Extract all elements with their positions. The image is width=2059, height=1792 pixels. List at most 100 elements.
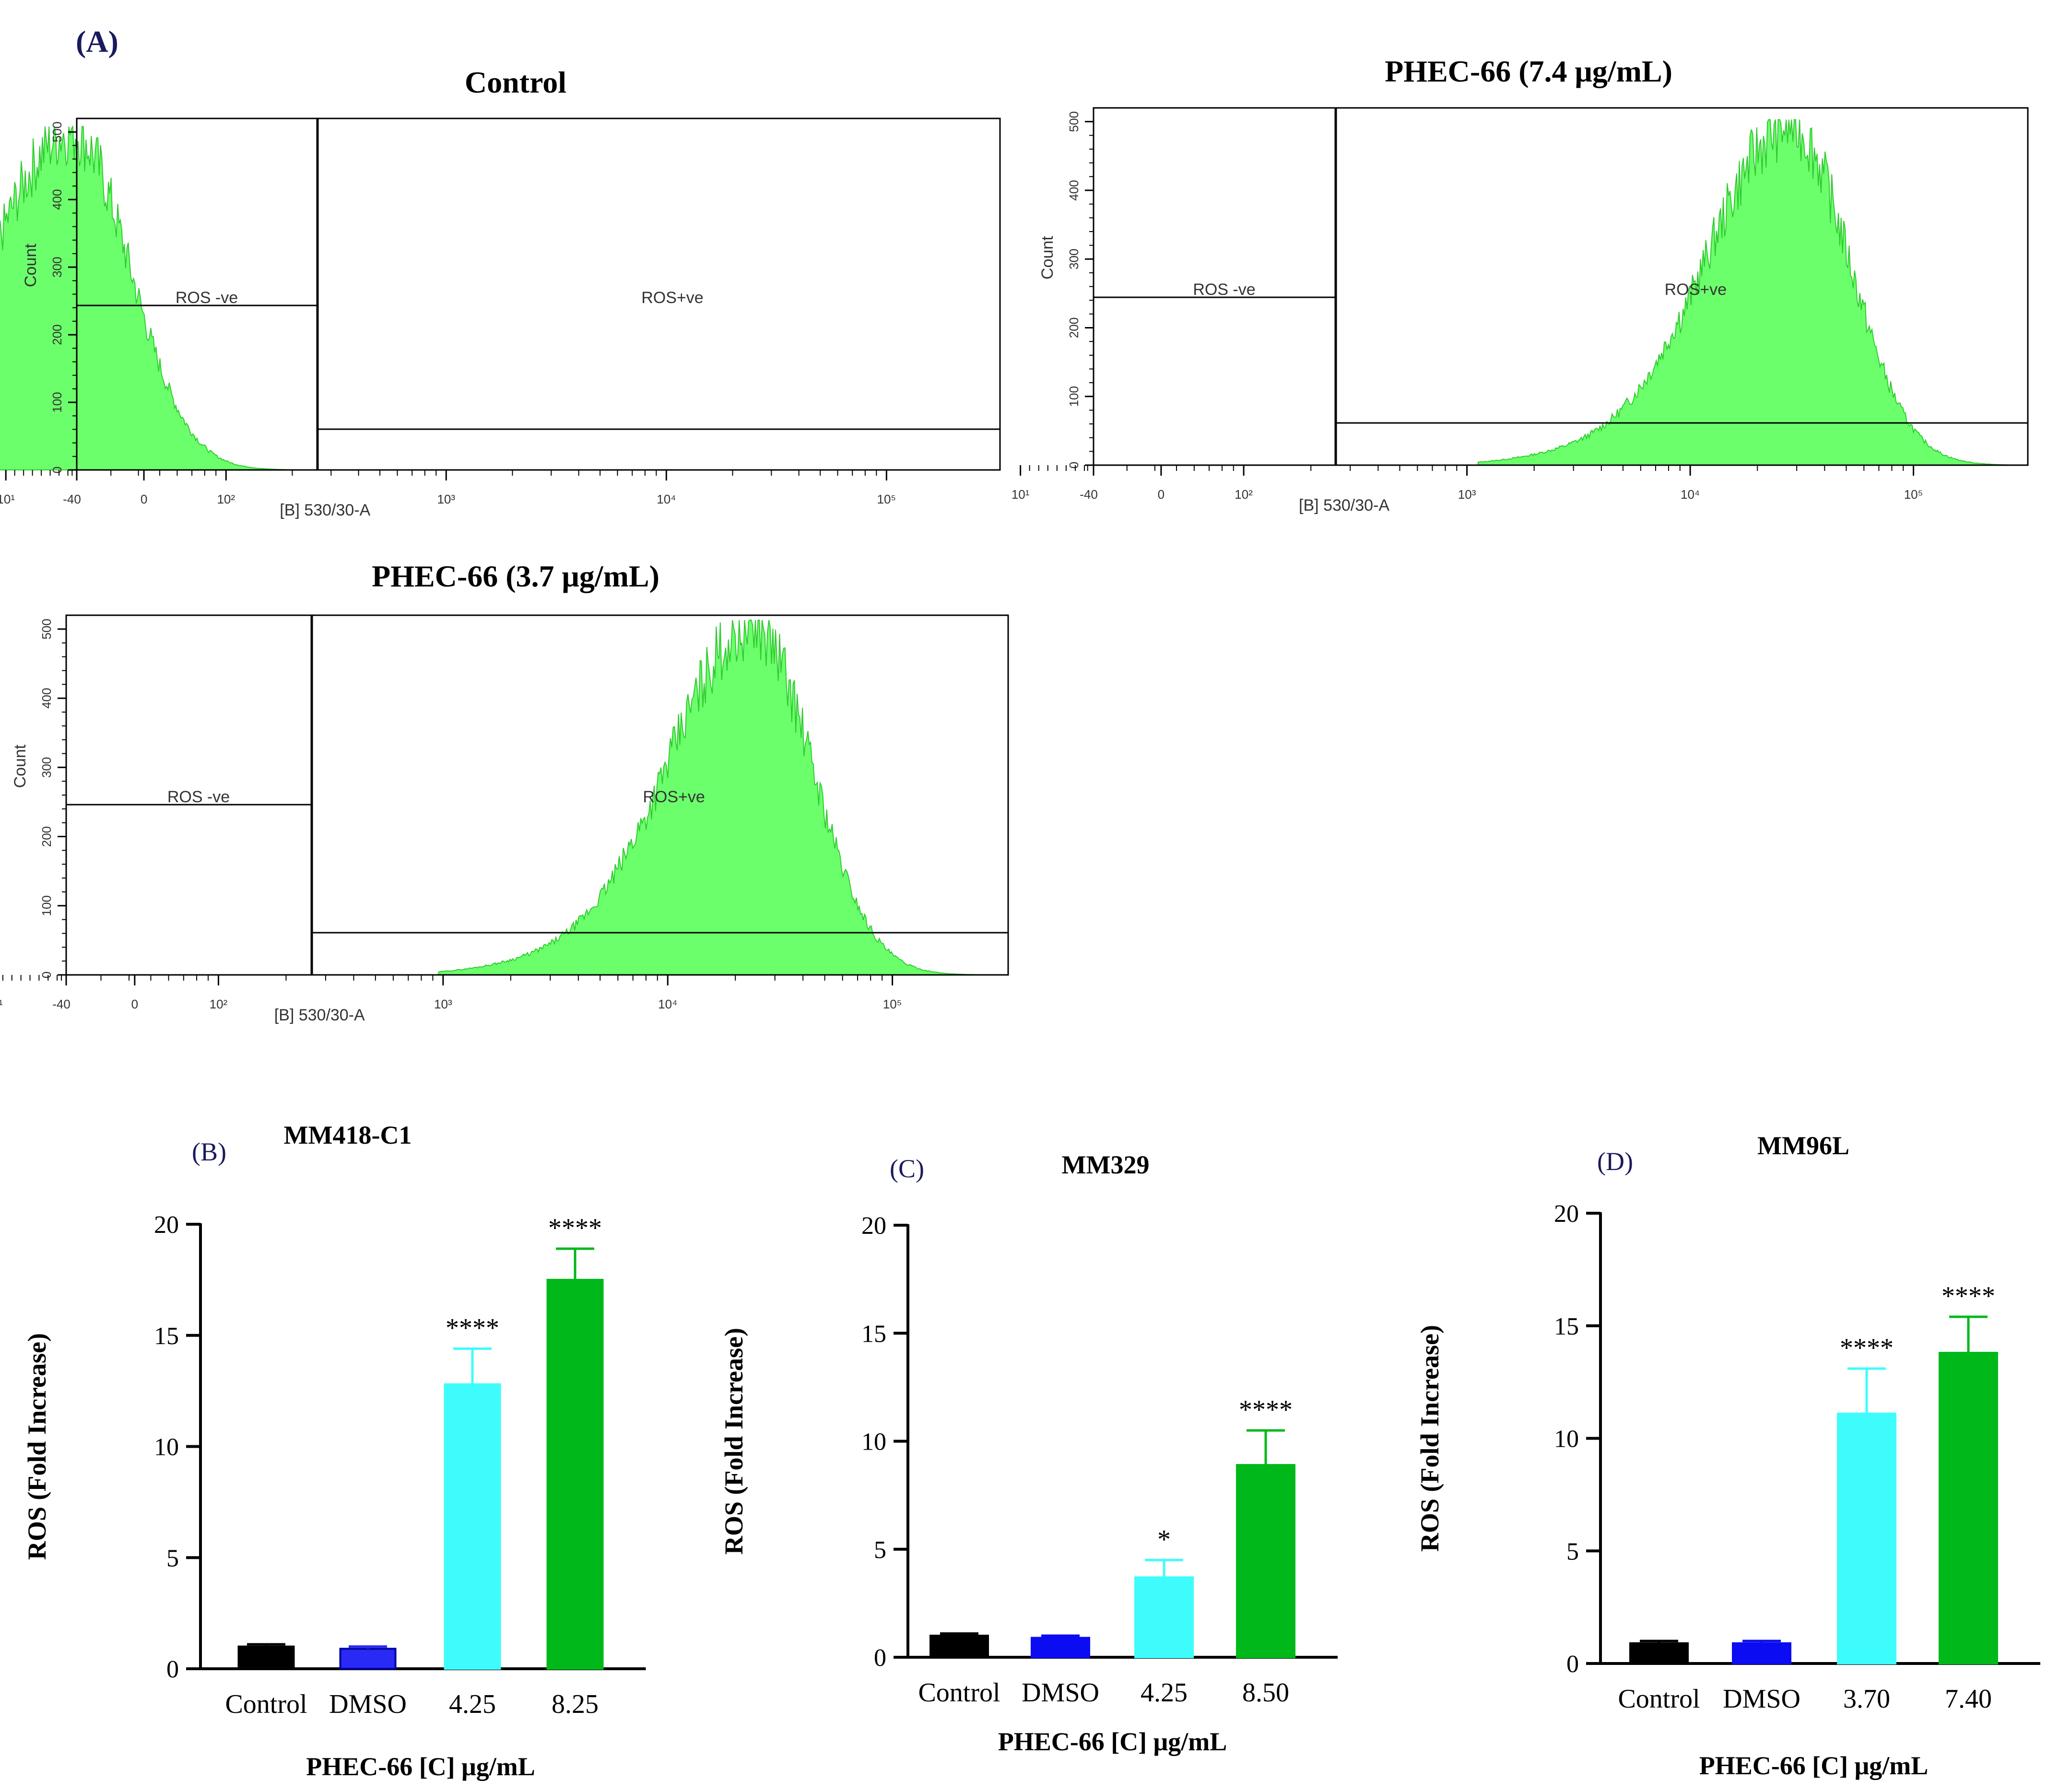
y-tick-label: 100 [39, 895, 54, 916]
bar-dmso [339, 1648, 397, 1670]
y-tick-label: 200 [1067, 317, 1081, 338]
significance-marker: **** [1239, 1395, 1293, 1425]
x-axis-label: PHEC-66 [C] μg/mL [998, 1727, 1227, 1756]
histogram-fill [0, 125, 293, 470]
y-tick-label: 5 [874, 1536, 886, 1564]
x-tick-label: 10² [1235, 487, 1253, 502]
y-tick-label: 0 [39, 972, 54, 978]
y-tick-label: 0 [166, 1656, 179, 1683]
y-tick-label: 300 [50, 257, 64, 277]
bar-control [929, 1634, 989, 1658]
x-tick-label: 10⁴ [1681, 487, 1700, 502]
x-axis-label: [B] 530/30-A [274, 1006, 365, 1024]
bar-7-40 [1939, 1352, 1998, 1665]
x-tick-label: 10⁴ [657, 492, 676, 506]
panel-label: (D) [1597, 1147, 1633, 1176]
x-tick-label: -40 [63, 492, 81, 506]
x-tick-label: 10⁵ [883, 997, 902, 1011]
x-tick-label: 10³ [434, 997, 452, 1011]
y-tick-label: 20 [154, 1211, 179, 1239]
significance-marker: **** [446, 1313, 499, 1343]
x-tick-label: 10² [210, 997, 228, 1011]
y-tick-label: 10 [861, 1429, 886, 1456]
y-tick-label: 20 [1554, 1200, 1579, 1228]
bar-8-25 [546, 1278, 604, 1670]
x-tick-label: 8.25 [552, 1689, 599, 1719]
flow-histogram-3: PHEC-66 (3.7 μg/mL) ROS -ve ROS+ve 0 100 200 3… [0, 559, 1009, 1024]
chart-title: MM96L [1757, 1131, 1849, 1160]
y-axis-label: Count [22, 244, 40, 287]
bar-chart-b: (B) MM418-C1 0 5 10 15 20 ROS (Fold Increase) Co… [23, 1121, 646, 1781]
significance-marker: **** [1941, 1281, 1995, 1311]
flow-histogram-2: PHEC-66 (7.4 μg/mL) ROS -ve ROS+ve 0 100 200 3… [1012, 54, 2029, 515]
x-tick-label: -40 [1080, 487, 1098, 502]
x-tick-label: 0 [141, 492, 147, 506]
x-tick-label: 10³ [1458, 487, 1476, 502]
x-axis-label: PHEC-66 [C] μg/mL [1699, 1751, 1929, 1780]
y-axis-label: ROS (Fold Increase) [1415, 1325, 1444, 1552]
y-tick-label: 500 [39, 619, 54, 639]
x-tick-label: 10¹ [0, 997, 3, 1011]
bar-3-70 [1837, 1412, 1896, 1664]
y-axis-label: ROS (Fold Increase) [23, 1333, 51, 1560]
x-tick-label: 10³ [437, 492, 455, 506]
significance-marker: **** [1840, 1333, 1894, 1363]
x-tick-label: Control [225, 1689, 307, 1719]
gate-label-negative: ROS -ve [167, 788, 230, 806]
y-tick-label: 300 [1067, 248, 1081, 269]
x-tick-label: 4.25 [449, 1689, 496, 1719]
gate-label-negative: ROS -ve [1193, 281, 1255, 299]
y-tick-label: 0 [874, 1644, 886, 1672]
bar-4-25 [1134, 1576, 1194, 1658]
y-tick-label: 15 [861, 1320, 886, 1347]
bar-dmso [1732, 1642, 1791, 1665]
flow-histogram-1: Control ROS -ve ROS+ve 0 100 200 300 400 500 Coun… [0, 65, 1001, 519]
bar-chart-c: (C) MM329 0 5 10 15 20 ROS (Fold Increase) Contr… [719, 1150, 1338, 1756]
y-tick-label: 15 [154, 1323, 179, 1350]
x-tick-label: 7.40 [1945, 1684, 1992, 1714]
y-tick-label: 400 [50, 189, 64, 210]
x-tick-label: 10⁵ [877, 492, 896, 506]
y-tick-label: 200 [50, 324, 64, 345]
y-axis-label: Count [11, 744, 29, 788]
y-tick-label: 10 [1554, 1426, 1579, 1453]
x-tick-label: DMSO [329, 1689, 407, 1719]
x-axis-label: PHEC-66 [C] μg/mL [306, 1752, 535, 1781]
bar-dmso [1031, 1637, 1090, 1659]
bar-control [1629, 1642, 1689, 1665]
y-tick-label: 500 [1067, 111, 1081, 132]
flow-title: Control [465, 65, 566, 99]
y-axis-label: ROS (Fold Increase) [719, 1328, 748, 1555]
bar-control [237, 1645, 295, 1670]
x-tick-label: 10¹ [1012, 487, 1030, 502]
y-tick-label: 400 [39, 688, 54, 708]
x-tick-label: Control [918, 1678, 1000, 1708]
gate-label-positive: ROS+ve [641, 289, 703, 307]
chart-title: MM418-C1 [284, 1121, 412, 1149]
flow-title: PHEC-66 (7.4 μg/mL) [1385, 54, 1672, 88]
flow-title: PHEC-66 (3.7 μg/mL) [372, 559, 659, 593]
gate-label-negative: ROS -ve [176, 289, 238, 307]
bar-8-50 [1236, 1464, 1295, 1658]
y-tick-label: 10 [154, 1434, 179, 1461]
y-tick-label: 20 [861, 1212, 886, 1240]
y-tick-label: 500 [50, 121, 64, 142]
bar-4-25 [444, 1383, 501, 1670]
significance-marker: **** [548, 1213, 602, 1243]
x-tick-label: 0 [1158, 487, 1165, 502]
x-tick-label: 10² [217, 492, 235, 506]
x-tick-label: DMSO [1022, 1678, 1099, 1708]
y-tick-label: 400 [1067, 180, 1081, 200]
gate-label-positive: ROS+ve [1665, 281, 1727, 299]
gate-label-positive: ROS+ve [643, 788, 705, 806]
x-tick-label: 0 [131, 997, 138, 1011]
x-tick-label: 8.50 [1242, 1678, 1289, 1708]
y-tick-label: 100 [50, 392, 64, 412]
bar-chart-d: (D) MM96L 0 5 10 15 20 ROS (Fold Increase) Contr… [1415, 1131, 2040, 1780]
histogram-fill [438, 620, 978, 975]
x-tick-label: DMSO [1723, 1684, 1800, 1714]
y-tick-label: 5 [1566, 1538, 1579, 1565]
x-axis-label: [B] 530/30-A [280, 501, 370, 519]
x-tick-label: 4.25 [1141, 1678, 1188, 1708]
